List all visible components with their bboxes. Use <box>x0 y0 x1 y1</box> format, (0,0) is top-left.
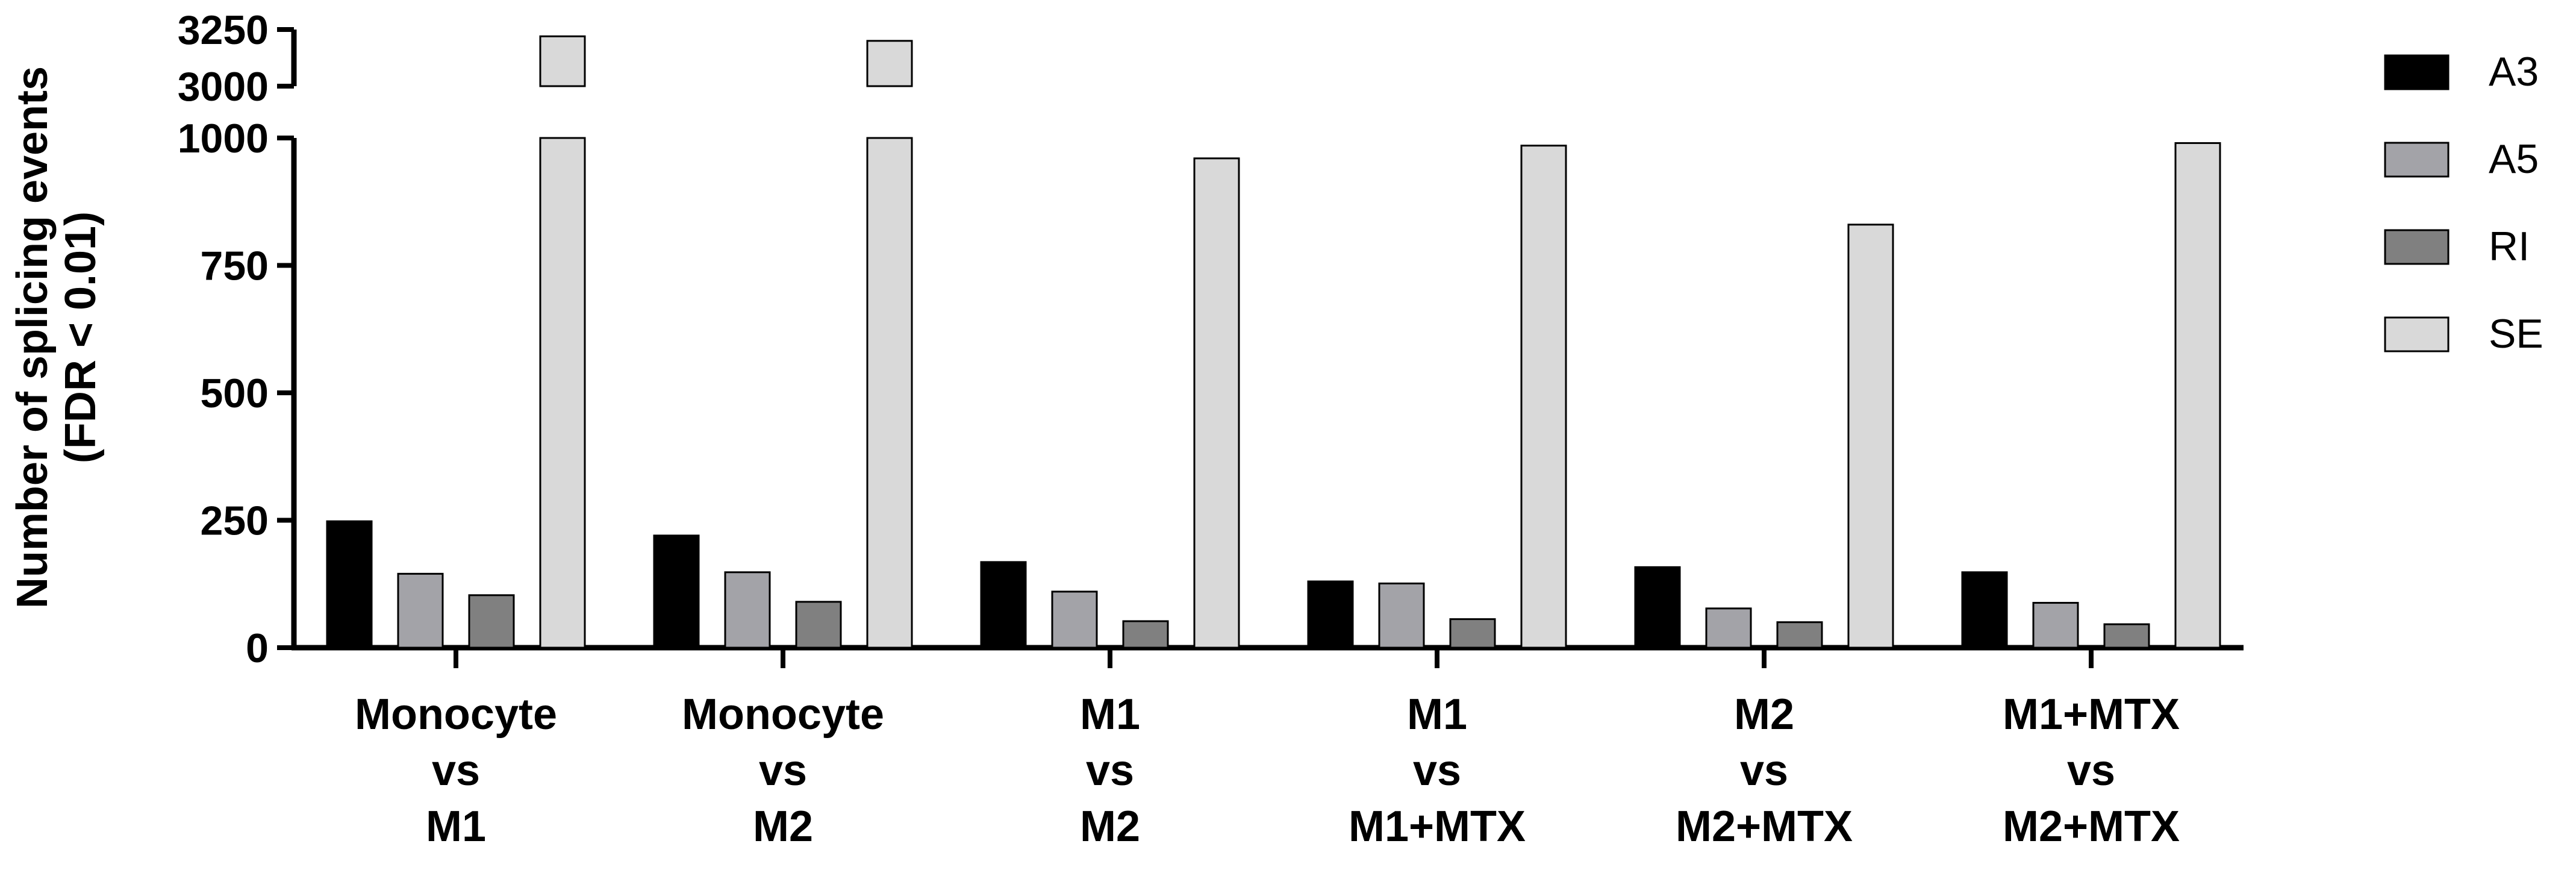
legend-label-a5: A5 <box>2489 136 2539 182</box>
legend-label-a3: A3 <box>2489 49 2539 95</box>
bar-a5 <box>397 572 444 649</box>
x-tick-label: M1+MTX vs M2+MTX <box>2003 690 2180 851</box>
x-tick-label-line: M2+MTX <box>1676 803 1853 851</box>
legend-label-se: SE <box>2489 311 2543 357</box>
legend-label-ri: RI <box>2489 224 2530 269</box>
x-tick-label-line: vs <box>1413 746 1461 795</box>
axes: 0 250 500 750 1000 3000 3250 <box>178 7 2244 671</box>
x-tick-label: M1 vs M1+MTX <box>1349 690 1526 851</box>
bars <box>326 35 2221 649</box>
bar-ri <box>1776 621 1823 649</box>
legend-swatch-a5 <box>2384 142 2450 178</box>
x-tick-label-line: M2 <box>1080 803 1140 851</box>
bar-ri <box>1122 620 1169 649</box>
x-tick-label-line: M1 <box>1080 690 1140 739</box>
bar-a5 <box>1705 607 1752 649</box>
bar-a3 <box>653 534 700 649</box>
bar-a3 <box>326 520 373 649</box>
x-tick-label-line: M2 <box>753 803 813 851</box>
x-tick-label-line: M2 <box>1734 690 1794 739</box>
bar-ri <box>2103 623 2150 649</box>
y-tick-label: 0 <box>246 625 269 671</box>
x-tick-label-line: Monocyte <box>682 690 884 739</box>
x-tick-label-line: M1+MTX <box>2003 690 2180 739</box>
y-tick-label: 250 <box>201 498 269 544</box>
x-tick-label-line: M2+MTX <box>2003 803 2180 851</box>
bar-se <box>2174 142 2221 649</box>
y-axis-title: Number of splicing events(FDR < 0.01) <box>8 66 105 609</box>
bar-a5 <box>1378 582 1425 649</box>
x-tick-label-line: M1 <box>1407 690 1467 739</box>
bar-se-lower <box>866 137 913 649</box>
x-tick-label: Monocyte vs M2 <box>682 690 884 851</box>
bar-se-upper <box>866 40 913 87</box>
x-tick-label-line: vs <box>759 746 807 795</box>
legend: A3 A5 RI SE <box>2384 49 2543 357</box>
x-tick-label-line: M1+MTX <box>1349 803 1526 851</box>
y-tick-label: 750 <box>201 243 269 289</box>
y-tick-label: 1000 <box>178 116 269 161</box>
x-tick-label: M2 vs M2+MTX <box>1676 690 1853 851</box>
bar-a3 <box>1634 566 1681 649</box>
y-tick-label: 3250 <box>178 7 269 53</box>
bar-ri <box>468 594 515 649</box>
bar-ri <box>795 601 842 649</box>
x-tick-label-line: vs <box>1086 746 1134 795</box>
x-tick-label: Monocyte vs M1 <box>355 690 557 851</box>
bar-a3 <box>1307 580 1354 649</box>
bar-se <box>1847 224 1894 649</box>
bar-a3 <box>980 561 1027 649</box>
bar-a3 <box>1961 571 2008 649</box>
x-tick-label-line: M1 <box>426 803 486 851</box>
legend-swatch-ri <box>2384 229 2450 265</box>
y-axis-title-line: (FDR < 0.01) <box>57 211 105 463</box>
y-tick-label: 500 <box>201 371 269 416</box>
y-tick-label: 3000 <box>178 64 269 110</box>
bar-se <box>1193 157 1240 649</box>
bar-ri <box>1449 618 1496 649</box>
legend-swatch-se <box>2384 316 2450 352</box>
x-tick-label-line: vs <box>1740 746 1788 795</box>
x-tick-label-line: vs <box>2067 746 2115 795</box>
bar-se-upper <box>539 35 586 87</box>
y-axis-title-line: Number of splicing events <box>8 66 57 609</box>
bar-se <box>1520 145 1567 649</box>
bar-a5 <box>1051 590 1098 649</box>
x-tick-label-line: Monocyte <box>355 690 557 739</box>
y-axis-title-text: Number of splicing events(FDR < 0.01) <box>8 66 105 609</box>
x-tick-label: M1 vs M2 <box>1080 690 1140 851</box>
legend-swatch-a3 <box>2384 54 2450 90</box>
bar-a5 <box>724 571 771 649</box>
bar-se-lower <box>539 137 586 649</box>
bar-a5 <box>2032 602 2079 649</box>
x-tick-label-line: vs <box>432 746 480 795</box>
